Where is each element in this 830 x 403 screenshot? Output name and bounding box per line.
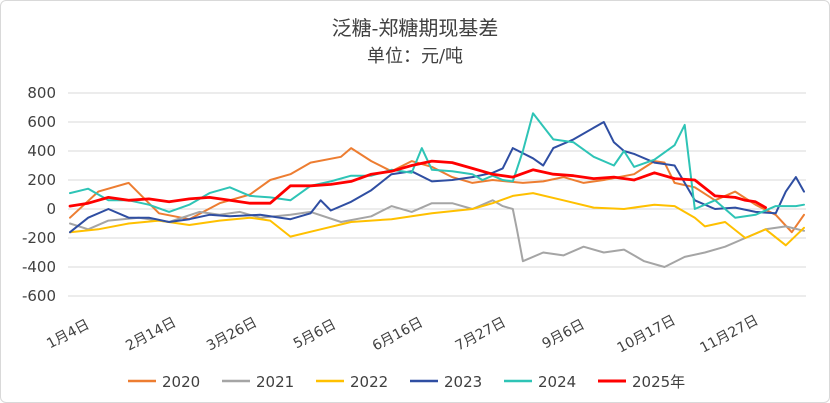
y-tick-label: 800 [27, 84, 56, 102]
y-tick-label: 200 [27, 171, 56, 189]
series-line-2022 [69, 192, 805, 247]
legend-label: 2025年 [632, 373, 685, 391]
legend-label: 2022 [350, 373, 388, 391]
series-line-2021 [69, 199, 805, 268]
legend-label: 2024 [538, 373, 576, 391]
y-tick-label: -400 [22, 258, 56, 276]
y-axis-ticks: 800 600 400 200 0 -200 -400 -600 [22, 84, 56, 305]
x-tick-label: 7月27日 [453, 315, 509, 355]
chart-subtitle: 单位：元/吨 [366, 46, 464, 67]
x-tick-label: 3月26日 [204, 315, 260, 355]
x-axis-ticks: 1月4日 2月14日 3月26日 5月6日 6月16日 7月27日 9月6日 10月17日 11… [44, 312, 761, 356]
chart-title: 泛糖-郑糖期现基差 [331, 16, 499, 40]
x-tick-label: 6月16日 [370, 315, 426, 355]
legend-label: 2023 [444, 373, 482, 391]
series-line-2024 [69, 112, 805, 219]
legend-label: 2021 [256, 373, 294, 391]
x-tick-label: 1月4日 [44, 317, 92, 353]
series-line-2020 [69, 147, 805, 234]
series-line-2025年 [68, 159, 767, 210]
x-tick-label: 11月27日 [698, 312, 762, 356]
y-tick-label: -600 [22, 287, 56, 305]
y-tick-label: 400 [27, 142, 56, 160]
series-line-2023 [69, 121, 805, 234]
x-tick-label: 5月6日 [291, 317, 339, 353]
y-tick-label: -200 [22, 229, 56, 247]
legend: 2020 2021 2022 2023 2024 2025年 [128, 373, 685, 391]
y-tick-label: 0 [46, 200, 56, 218]
x-tick-label: 2月14日 [123, 315, 179, 355]
x-tick-label: 10月17日 [615, 312, 679, 356]
legend-label: 2020 [162, 373, 200, 391]
series-lines [68, 112, 805, 268]
x-tick-label: 9月6日 [540, 317, 588, 353]
gridlines [68, 92, 806, 297]
y-tick-label: 600 [27, 113, 56, 131]
